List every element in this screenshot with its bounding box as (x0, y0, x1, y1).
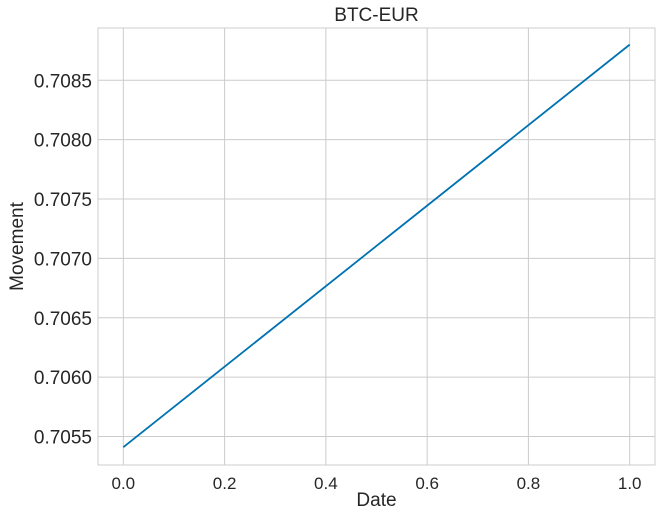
y-tick-label: 0.7080 (34, 131, 92, 152)
y-axis-label: Movement (7, 201, 28, 290)
y-tick-label: 0.7075 (34, 190, 92, 211)
x-tick-labels: 0.0 0.2 0.4 0.6 0.8 1.0 (111, 474, 641, 493)
series-layer (122, 43, 631, 448)
x-tick-label: 0.4 (314, 474, 338, 493)
y-tick-label: 0.7060 (34, 368, 92, 389)
y-tick-label: 0.7055 (34, 428, 92, 449)
y-tick-label: 0.7065 (34, 309, 92, 330)
series-line (122, 43, 631, 448)
y-tick-label: 0.7085 (34, 71, 92, 92)
y-tick-labels: 0.7055 0.7060 0.7065 0.7070 0.7075 0.7080 0.70… (34, 71, 92, 448)
x-axis-label: Date (356, 490, 396, 511)
grid-lines (98, 28, 655, 465)
x-tick-label: 0.0 (111, 474, 135, 493)
chart-title: BTC-EUR (334, 5, 418, 26)
x-tick-label: 0.2 (213, 474, 237, 493)
plot-frame (97, 27, 656, 466)
y-tick-label: 0.7070 (34, 249, 92, 270)
x-tick-label: 1.0 (618, 474, 642, 493)
x-tick-label: 0.8 (517, 474, 541, 493)
x-tick-label: 0.6 (415, 474, 439, 493)
